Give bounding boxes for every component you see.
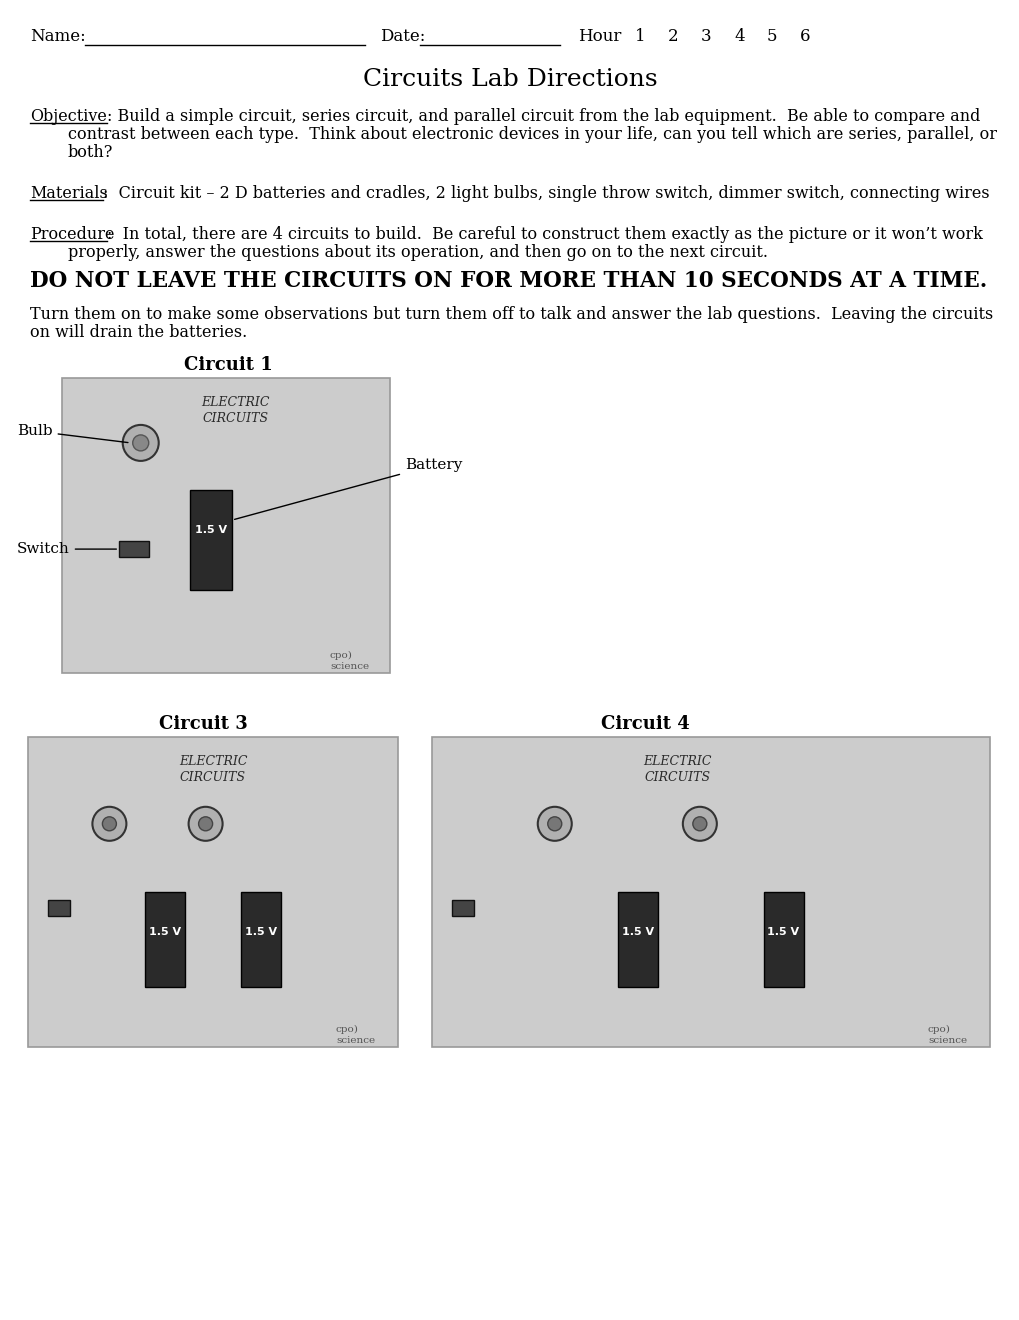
Text: Objective: Objective xyxy=(30,108,107,125)
Circle shape xyxy=(682,807,716,841)
Text: Turn them on to make some observations but turn them off to talk and answer the : Turn them on to make some observations b… xyxy=(30,306,993,323)
Text: 1.5 V: 1.5 V xyxy=(622,927,654,937)
Text: Name:: Name: xyxy=(30,28,86,45)
Text: Circuit 3: Circuit 3 xyxy=(159,715,248,733)
Text: Bulb: Bulb xyxy=(17,424,127,442)
Bar xyxy=(763,892,803,987)
Text: 1: 1 xyxy=(635,28,645,45)
Text: ELECTRIC
CIRCUITS: ELECTRIC CIRCUITS xyxy=(643,755,711,784)
Circle shape xyxy=(102,817,116,830)
Text: ELECTRIC
CIRCUITS: ELECTRIC CIRCUITS xyxy=(202,396,270,425)
Text: Date:: Date: xyxy=(380,28,425,45)
Text: Switch: Switch xyxy=(17,543,116,556)
Text: Materials: Materials xyxy=(30,185,108,202)
Bar xyxy=(62,378,389,673)
Text: 1.5 V: 1.5 V xyxy=(245,927,277,937)
Text: cpo)
science: cpo) science xyxy=(927,1026,966,1044)
Circle shape xyxy=(199,817,212,830)
Bar xyxy=(28,737,397,1047)
Text: both?: both? xyxy=(68,144,113,161)
Text: 5: 5 xyxy=(766,28,776,45)
Text: 1.5 V: 1.5 V xyxy=(149,927,180,937)
Text: Procedure: Procedure xyxy=(30,226,114,243)
Text: Circuits Lab Directions: Circuits Lab Directions xyxy=(363,69,656,91)
Circle shape xyxy=(93,807,126,841)
Text: contrast between each type.  Think about electronic devices in your life, can yo: contrast between each type. Think about … xyxy=(68,125,996,143)
Text: ELECTRIC
CIRCUITS: ELECTRIC CIRCUITS xyxy=(178,755,247,784)
Text: Hour: Hour xyxy=(578,28,621,45)
Text: : Build a simple circuit, series circuit, and parallel circuit from the lab equi: : Build a simple circuit, series circuit… xyxy=(107,108,979,125)
Bar xyxy=(119,541,149,557)
Text: Battery: Battery xyxy=(234,458,462,519)
Text: 4: 4 xyxy=(734,28,744,45)
Text: 1.5 V: 1.5 V xyxy=(195,525,227,535)
Bar xyxy=(451,899,474,916)
Text: DO NOT LEAVE THE CIRCUITS ON FOR MORE THAN 10 SECONDS AT A TIME.: DO NOT LEAVE THE CIRCUITS ON FOR MORE TH… xyxy=(30,271,986,292)
Text: cpo)
science: cpo) science xyxy=(335,1026,375,1044)
Bar xyxy=(145,892,184,987)
Bar xyxy=(618,892,658,987)
Text: :  In total, there are 4 circuits to build.  Be careful to construct them exactl: : In total, there are 4 circuits to buil… xyxy=(107,226,982,243)
Text: on will drain the batteries.: on will drain the batteries. xyxy=(30,323,247,341)
Circle shape xyxy=(537,807,572,841)
Bar xyxy=(48,899,70,916)
Circle shape xyxy=(692,817,706,830)
Bar xyxy=(190,490,231,590)
Text: :  Circuit kit – 2 D batteries and cradles, 2 light bulbs, single throw switch, : : Circuit kit – 2 D batteries and cradle… xyxy=(103,185,988,202)
Text: cpo)
science: cpo) science xyxy=(330,651,369,671)
Circle shape xyxy=(132,434,149,451)
Bar xyxy=(240,892,281,987)
Text: 1.5 V: 1.5 V xyxy=(766,927,799,937)
Text: 3: 3 xyxy=(700,28,711,45)
Text: 2: 2 xyxy=(667,28,678,45)
Bar xyxy=(432,737,989,1047)
Circle shape xyxy=(189,807,222,841)
Text: Circuit 4: Circuit 4 xyxy=(600,715,689,733)
Text: properly, answer the questions about its operation, and then go on to the next c: properly, answer the questions about its… xyxy=(68,244,767,261)
Circle shape xyxy=(547,817,561,830)
Circle shape xyxy=(122,425,159,461)
Text: Circuit 1: Circuit 1 xyxy=(183,356,272,374)
Text: 6: 6 xyxy=(799,28,810,45)
